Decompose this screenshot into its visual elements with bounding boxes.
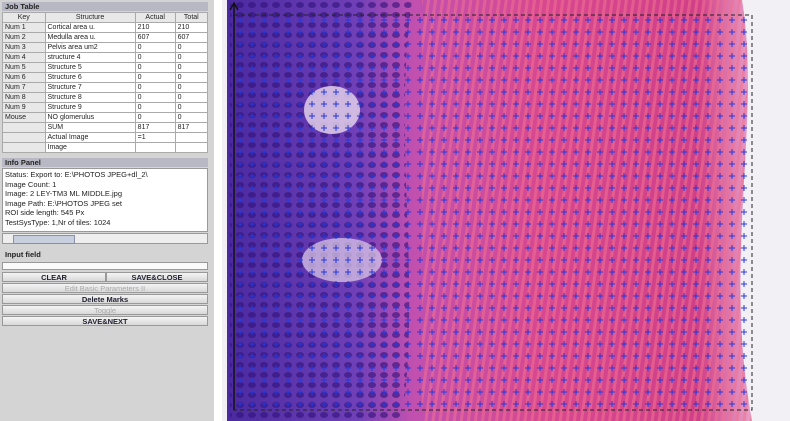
column-header: Key [3,13,46,23]
table-cell: 0 [135,53,175,63]
info-line: ROI side length: 545 Px [5,208,205,218]
edit-parameters-button: Edit Basic Parameters II [2,283,208,293]
info-line: Image: 2 LEY-TM3 ML MIDDLE.jpg [5,189,205,199]
table-row[interactable]: Image [3,143,208,153]
table-cell: Cortical area u. [45,23,135,33]
table-cell: Num 5 [3,63,46,73]
save-next-button[interactable]: SAVE&NEXT [2,316,208,326]
image-view[interactable] [222,0,790,421]
info-line: TestSysType: 1,Nr of tiles: 1024 [5,218,205,228]
table-cell: 0 [135,93,175,103]
table-cell: 0 [175,103,207,113]
table-cell [3,123,46,133]
tissue-texture [422,0,752,421]
table-cell: structure 4 [45,53,135,63]
panel-title: Input field [2,250,208,259]
table-cell [135,143,175,153]
tissue-texture [230,0,412,421]
table-cell: 0 [135,73,175,83]
clear-button[interactable]: CLEAR [2,272,106,282]
table-cell: Num 4 [3,53,46,63]
panel-title: Job Table [2,2,208,11]
table-cell [175,133,207,143]
scroll-thumb[interactable] [13,235,75,244]
table-cell: Medulla area u. [45,33,135,43]
table-cell: Num 1 [3,23,46,33]
panel-title: Info Panel [2,158,208,167]
table-cell: Num 8 [3,93,46,103]
table-cell: 0 [175,93,207,103]
info-line: Status: Export to: E:\PHOTOS JPEG+dl_2\ [5,170,205,180]
text-input[interactable] [2,262,208,270]
table-cell: =1 [135,133,175,143]
table-cell: 0 [135,83,175,93]
table-cell: 210 [175,23,207,33]
info-line: Image Count: 1 [5,180,205,190]
table-cell [175,143,207,153]
table-cell: Structure 5 [45,63,135,73]
table-cell: 0 [175,73,207,83]
table-cell: NO glomerulus [45,113,135,123]
table-cell: Image [45,143,135,153]
table-cell [3,143,46,153]
table-cell: 0 [135,103,175,113]
column-header: Structure [45,13,135,23]
toggle-button: Toggle [2,305,208,315]
table-cell: 817 [175,123,207,133]
table-cell: 0 [135,113,175,123]
table-cell: Structure 7 [45,83,135,93]
table-cell: 817 [135,123,175,133]
table-cell: 0 [175,53,207,63]
table-cell: Mouse [3,113,46,123]
scrollbar[interactable] [2,233,208,244]
app-window: Job Table KeyStructureActualTotalNum 1Co… [0,0,790,421]
table-cell: Structure 6 [45,73,135,83]
save-close-button[interactable]: SAVE&CLOSE [106,272,208,282]
table-cell: Structure 9 [45,103,135,113]
info-text: Status: Export to: E:\PHOTOS JPEG+dl_2\I… [2,168,208,232]
info-line: Image Path: E:\PHOTOS JPEG set [5,199,205,209]
table-cell: Structure 8 [45,93,135,103]
table-cell: Num 3 [3,43,46,53]
table-cell: 210 [135,23,175,33]
table-cell: 0 [175,63,207,73]
table-cell: Actual Image [45,133,135,143]
table-cell: SUM [45,123,135,133]
table-cell: 0 [175,113,207,123]
table-cell: Num 2 [3,33,46,43]
column-header: Actual [135,13,175,23]
table-cell: Num 9 [3,103,46,113]
table-cell: 0 [175,83,207,93]
table-row[interactable]: Actual Image=1 [3,133,208,143]
table-cell: Pelvis area um2 [45,43,135,53]
table-cell: Num 7 [3,83,46,93]
table-cell: 0 [135,63,175,73]
table-cell: 0 [135,43,175,53]
table-cell: 607 [175,33,207,43]
column-header: Total [175,13,207,23]
table-cell: 607 [135,33,175,43]
table-cell [3,133,46,143]
delete-marks-button[interactable]: Delete Marks [2,294,208,304]
table-cell: 0 [175,43,207,53]
table-cell: Num 6 [3,73,46,83]
